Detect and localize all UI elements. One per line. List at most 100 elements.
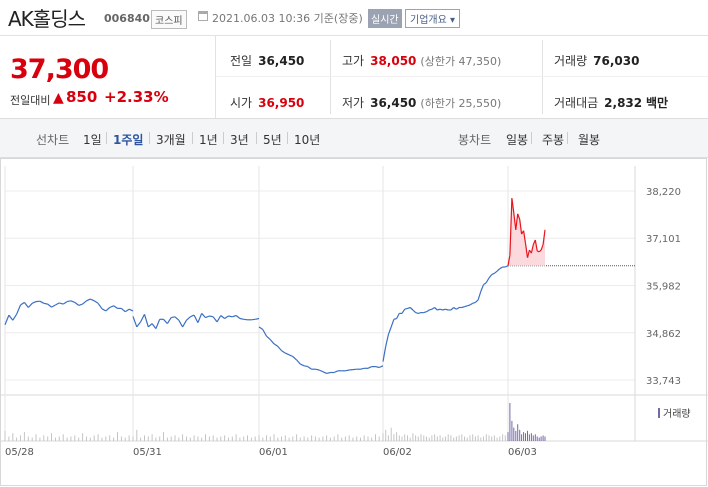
- price-line-segment: [74, 301, 80, 306]
- price-line-segment: [300, 363, 305, 367]
- x-tick-label: 05/31: [133, 447, 162, 458]
- price-line-segment: [418, 312, 422, 314]
- price-line-segment: [318, 369, 324, 373]
- chart-period-tabs: 선차트 1일 1주일 3개월 1년 3년 5년 10년 봉차트 일봉 주봉 월봉: [0, 118, 708, 158]
- price-line-segment: [526, 249, 530, 258]
- price-line-segment: [82, 300, 87, 305]
- price-line-segment: [456, 306, 460, 310]
- price-line-segment: [281, 350, 286, 354]
- price-line-segment: [483, 282, 487, 286]
- y-tick-label: 38,220: [646, 187, 681, 198]
- price-line-segment: [519, 219, 523, 235]
- tab-1d[interactable]: 1일: [83, 133, 102, 147]
- price-line-segment: [124, 308, 130, 313]
- price-line-segment: [273, 343, 279, 347]
- x-tick-label: 05/28: [5, 447, 34, 458]
- price-line-segment: [292, 356, 298, 361]
- price-line-segment: [239, 317, 244, 320]
- price-line-segment: [409, 307, 414, 311]
- price-line-segment: [8, 314, 14, 321]
- price-line-segment: [453, 306, 457, 310]
- price-line-segment: [469, 302, 474, 306]
- price-line-segment: [90, 298, 95, 302]
- price-line-segment: [530, 244, 534, 254]
- realtime-badge[interactable]: 실시간: [368, 9, 402, 28]
- price-line-segment: [47, 303, 52, 308]
- price-line-segment: [467, 304, 471, 307]
- price-line-segment: [93, 300, 99, 304]
- price-line-segment: [434, 307, 438, 311]
- price-line-segment: [491, 272, 495, 276]
- price-line-segment: [277, 346, 282, 351]
- price-line-segment: [16, 304, 22, 315]
- chart-frame: [0, 158, 707, 486]
- price-line-segment: [86, 298, 91, 302]
- tab-5y[interactable]: 5년: [263, 133, 282, 147]
- price-line-segment: [285, 352, 290, 356]
- tab-1w[interactable]: 1주일: [113, 133, 144, 147]
- price-line-segment: [97, 302, 103, 310]
- y-tick-label: 33,743: [646, 376, 681, 387]
- quote-datetime: 2021.06.03 10:36 기준(장중): [212, 12, 363, 25]
- tab-3y[interactable]: 3년: [230, 133, 249, 147]
- price-line-segment: [385, 334, 389, 347]
- price-line-segment: [155, 319, 161, 329]
- price-line-segment: [345, 369, 350, 372]
- price-line-segment: [171, 316, 176, 319]
- price-chart[interactable]: 38,220 37,101 35,982 34,862 33,743 거래량 05/28 05…: [0, 158, 708, 487]
- price-line-segment: [542, 229, 546, 245]
- price-line-segment: [450, 307, 455, 311]
- price-line-segment: [431, 306, 435, 310]
- y-tick-label: 35,982: [646, 281, 681, 292]
- tab-monthly-candle[interactable]: 월봉: [578, 133, 601, 147]
- price-line-segment: [488, 274, 493, 279]
- price-line-segment: [101, 308, 107, 312]
- today-area-fill: [508, 198, 545, 266]
- price-line-segment: [423, 311, 427, 314]
- tab-10y[interactable]: 10년: [294, 133, 321, 147]
- up-triangle-icon: ▲: [53, 90, 64, 106]
- price-line-segment: [251, 318, 256, 321]
- stock-header: AK홀딩스 006840 코스피 2021.06.03 10:36 기준(장중)…: [0, 0, 708, 36]
- tab-weekly-candle[interactable]: 주봉: [542, 133, 565, 147]
- price-line-segment: [186, 316, 191, 321]
- price-line-segment: [39, 300, 45, 304]
- price-line-segment: [128, 308, 134, 312]
- price-line-segment: [288, 354, 294, 358]
- price-line-segment: [205, 315, 210, 319]
- price-line-segment: [472, 301, 476, 304]
- price-line-segment: [243, 318, 248, 321]
- price-line-segment: [143, 314, 149, 328]
- price-line-segment: [174, 316, 180, 321]
- price-line-segment: [378, 365, 384, 369]
- price-line-segment: [266, 335, 271, 341]
- tab-daily-candle[interactable]: 일봉: [506, 133, 529, 147]
- price-line-segment: [78, 303, 83, 306]
- price-line-segment: [437, 308, 441, 311]
- price-line-segment: [474, 299, 479, 303]
- change-label: 전일대비: [10, 94, 51, 107]
- price-line-segment: [412, 309, 417, 314]
- stock-name[interactable]: AK홀딩스: [8, 7, 86, 31]
- company-overview-dropdown[interactable]: 기업개요 ▾: [405, 9, 460, 28]
- tab-3m[interactable]: 3개월: [156, 133, 186, 147]
- price-line-segment: [12, 313, 18, 321]
- price-line-segment: [31, 301, 37, 304]
- price-line-segment: [216, 315, 222, 323]
- tab-1y[interactable]: 1년: [199, 133, 218, 147]
- price-line-segment: [426, 309, 430, 313]
- price-line-segment: [375, 366, 380, 369]
- price-line-segment: [232, 314, 237, 318]
- price-line-segment: [461, 306, 465, 309]
- price-line-segment: [121, 307, 126, 313]
- price-line-segment: [209, 315, 214, 318]
- price-line-segment: [140, 314, 146, 323]
- price-line-segment: [494, 270, 498, 274]
- price-line-segment: [197, 313, 203, 323]
- price-line-segment: [178, 319, 184, 328]
- price-line-segment: [212, 316, 218, 323]
- price-line-segment: [258, 326, 264, 330]
- price-line-segment: [439, 308, 443, 311]
- candle-chart-label: 봉차트: [458, 133, 492, 147]
- price-line-segment: [296, 359, 301, 365]
